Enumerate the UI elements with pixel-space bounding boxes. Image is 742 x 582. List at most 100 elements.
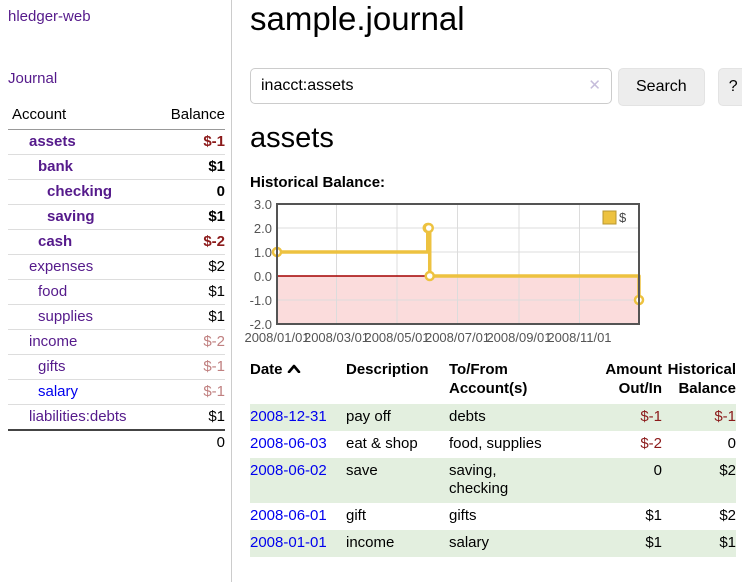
register-row: 2008-06-02 save saving, checking 0 $2 — [250, 458, 736, 503]
account-link[interactable]: supplies — [38, 308, 94, 325]
account-balance: $-2 — [153, 229, 225, 255]
sidebar-item-journal[interactable]: Journal — [8, 70, 58, 87]
register-date-link[interactable]: 2008-06-03 — [250, 435, 327, 452]
register-row: 2008-12-31 pay off debts $-1 $-1 — [250, 404, 736, 431]
accounts-table: Account Balance assets $-1 bank $1 checking 0… — [8, 102, 225, 455]
register-description: gift — [346, 507, 367, 524]
register-amount: 0 — [653, 462, 662, 479]
search-input[interactable] — [250, 68, 612, 104]
account-link[interactable]: expenses — [29, 258, 94, 275]
register-accounts: debts — [449, 408, 486, 425]
account-balance: $-2 — [153, 329, 225, 355]
account-link[interactable]: gifts — [38, 358, 66, 375]
account-balance: $1 — [153, 279, 225, 305]
account-row: bank $1 — [8, 154, 225, 180]
account-link[interactable]: cash — [38, 233, 73, 250]
account-link[interactable]: checking — [47, 183, 113, 200]
chart-svg[interactable]: $ — [246, 198, 650, 350]
x-axis-tick-label: 2008/07/01 — [424, 330, 491, 345]
account-link[interactable]: salary — [38, 383, 79, 400]
register-date-link[interactable]: 2008-12-31 — [250, 408, 327, 425]
register-amount: $-2 — [640, 435, 662, 452]
register-accounts: food, supplies — [449, 435, 542, 452]
register-balance: 0 — [727, 435, 736, 452]
historical-balance-chart[interactable]: $3.0 2.0 1.0 0.0 -1.0 -2.0 2008/01/01 2008/03/0… — [244, 197, 650, 350]
account-balance: $1 — [153, 404, 225, 430]
account-row: expenses $2 — [8, 254, 225, 280]
legend-swatch — [602, 210, 617, 225]
account-row: saving $1 — [8, 204, 225, 230]
account-row: income $-2 — [8, 329, 225, 355]
x-axis-tick-label: 2008/11/01 — [547, 330, 612, 345]
account-balance: $-1 — [153, 354, 225, 380]
register-description: save — [346, 462, 378, 479]
sort-ascending-icon — [287, 364, 300, 373]
accounts-header-account: Account — [8, 102, 154, 130]
register-header-row: Date Description To/From Account(s) Amou… — [250, 358, 736, 404]
register-header-description: Description — [346, 361, 429, 378]
y-axis-tick-label: -2.0 — [249, 317, 272, 332]
accounts-header-row: Account Balance — [8, 102, 225, 130]
plot-border — [276, 203, 640, 325]
y-axis-tick-label: -1.0 — [249, 293, 272, 308]
account-row: gifts $-1 — [8, 354, 225, 380]
account-row: assets $-1 — [8, 130, 225, 155]
register-row: 2008-01-01 income salary $1 $1 — [250, 530, 736, 557]
account-heading: assets — [250, 122, 334, 154]
register-description: eat & shop — [346, 435, 418, 452]
sidebar: hledger-web Journal Account Balance asse… — [0, 0, 232, 582]
register-header-date[interactable]: Date — [250, 358, 346, 404]
account-link[interactable]: assets — [29, 133, 76, 150]
x-axis-tick-label: 2008/01/01 — [244, 330, 310, 345]
register-accounts: salary — [449, 534, 490, 551]
search-form: ✕ Search ? — [250, 68, 742, 106]
help-button[interactable]: ? — [717, 68, 742, 106]
data-point-marker[interactable] — [424, 270, 435, 282]
register-balance: $1 — [719, 534, 736, 551]
register-header-balance: Historical Balance — [667, 361, 736, 397]
account-link[interactable]: bank — [38, 158, 74, 175]
account-balance: $-1 — [153, 379, 225, 405]
register-row: 2008-06-01 gift gifts $1 $2 — [250, 503, 736, 530]
register-row: 2008-06-03 eat & shop food, supplies $-2 0 — [250, 431, 736, 458]
register-description: pay off — [346, 408, 391, 425]
account-row: cash $-2 — [8, 229, 225, 255]
account-balance: $1 — [153, 154, 225, 180]
register-balance: $2 — [719, 462, 736, 479]
register-table: Date Description To/From Account(s) Amou… — [250, 358, 736, 557]
y-axis-tick-label: 2.0 — [253, 221, 272, 236]
x-axis-tick-label: 2008/05/01 — [364, 330, 430, 345]
account-link[interactable]: saving — [47, 208, 95, 225]
register-amount: $-1 — [640, 408, 662, 425]
account-row: checking 0 — [8, 179, 225, 205]
account-balance: $-1 — [203, 133, 225, 150]
register-header-amount: Amount Out/In — [605, 361, 662, 397]
search-button[interactable]: Search — [618, 68, 705, 106]
register-date-link[interactable]: 2008-06-02 — [250, 462, 327, 479]
register-balance: $-1 — [714, 408, 736, 425]
y-axis-tick-label: 0.0 — [253, 269, 272, 284]
register-balance: $2 — [719, 507, 736, 524]
y-axis-tick-label: 1.0 — [253, 245, 272, 260]
data-point-marker[interactable] — [423, 222, 434, 234]
register-amount: $1 — [645, 534, 662, 551]
account-link[interactable]: food — [38, 283, 68, 300]
account-row: food $1 — [8, 279, 225, 305]
account-link[interactable]: income — [29, 333, 78, 350]
account-balance: $2 — [153, 254, 225, 280]
register-accounts: gifts — [449, 507, 477, 524]
account-balance: $1 — [153, 304, 225, 330]
register-accounts: saving, checking — [449, 462, 509, 497]
x-axis-tick-label: 2008/03/01 — [303, 330, 370, 345]
x-axis-tick-label: 2008/09/01 — [486, 330, 552, 345]
accounts-total-row: 0 — [8, 429, 225, 455]
register-date-link[interactable]: 2008-06-01 — [250, 507, 327, 524]
register-amount: $1 — [645, 507, 662, 524]
page-title: sample.journal — [250, 0, 465, 37]
account-link[interactable]: liabilities:debts — [29, 408, 127, 425]
legend-label: $ — [619, 210, 627, 225]
app-title-link[interactable]: hledger-web — [8, 8, 91, 25]
register-date-link[interactable]: 2008-01-01 — [250, 534, 327, 551]
account-balance: 0 — [153, 179, 225, 205]
clear-search-icon[interactable]: ✕ — [588, 77, 601, 94]
